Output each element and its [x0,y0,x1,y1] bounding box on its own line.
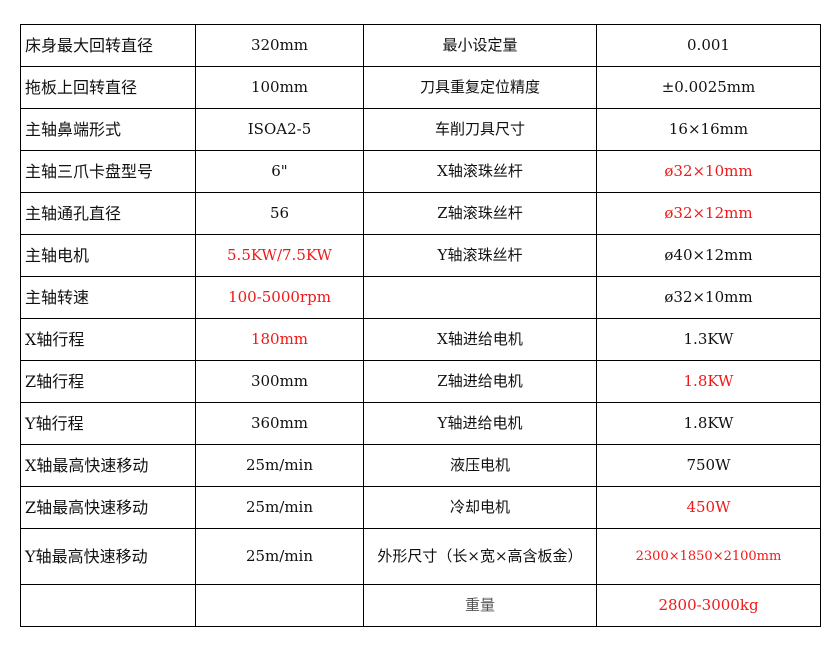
table-row: X轴行程 180mm X轴进给电机 1.3KW [20,318,821,361]
spec-value-cell: 100mm [195,66,364,109]
spec-value-cell: 25m/min [195,444,364,487]
spec-table: 床身最大回转直径 320mm 最小设定量 0.001 拖板上回转直径 100mm 刀具重复定… [20,24,821,627]
spec-label-cell: X轴进给电机 [363,318,597,361]
spec-label-cell: 液压电机 [363,444,597,487]
table-row: X轴最高快速移动 25m/min 液压电机 750W [20,444,821,487]
spec-label-cell: Y轴进给电机 [363,402,597,445]
spec-value-cell: 5.5KW/7.5KW [195,234,364,277]
spec-label-cell [363,276,597,319]
table-row: Z轴最高快速移动 25m/min 冷却电机 450W [20,486,821,529]
spec-label-cell: X轴最高快速移动 [20,444,196,487]
spec-value-cell: 360mm [195,402,364,445]
table-row: 主轴电机 5.5KW/7.5KW Y轴滚珠丝杆 ø40×12mm [20,234,821,277]
spec-value-cell: ø40×12mm [596,234,821,277]
spec-value-cell: ±0.0025mm [596,66,821,109]
spec-value-cell: ISOA2-5 [195,108,364,151]
spec-label-cell: 刀具重复定位精度 [363,66,597,109]
spec-value-cell: 450W [596,486,821,529]
spec-value-cell: ø32×10mm [596,276,821,319]
spec-value-cell: 100-5000rpm [195,276,364,319]
table-row: 主轴三爪卡盘型号 6" X轴滚珠丝杆 ø32×10mm [20,150,821,193]
table-row: 主轴通孔直径 56 Z轴滚珠丝杆 ø32×12mm [20,192,821,235]
spec-label-cell: Z轴滚珠丝杆 [363,192,597,235]
spec-value-cell: 2800-3000kg [596,584,821,627]
table-row: 床身最大回转直径 320mm 最小设定量 0.001 [20,24,821,67]
spec-label-cell: Z轴行程 [20,360,196,403]
spec-value-cell: 1.8KW [596,360,821,403]
table-row: Y轴最高快速移动 25m/min 外形尺寸（长×宽×高含板金） 2300×1850×2… [20,528,821,585]
spec-value-cell: ø32×12mm [596,192,821,235]
spec-label-cell: Z轴最高快速移动 [20,486,196,529]
spec-value-cell: 1.8KW [596,402,821,445]
spec-value-cell: ø32×10mm [596,150,821,193]
spec-value-cell: 2300×1850×2100mm [596,528,821,585]
spec-value-cell [195,584,364,627]
spec-label-cell: 重量 [363,584,597,627]
spec-value-cell: 1.3KW [596,318,821,361]
spec-label-cell: 主轴鼻端形式 [20,108,196,151]
spec-label-cell: X轴行程 [20,318,196,361]
spec-value-cell: 25m/min [195,528,364,585]
spec-label-cell: Y轴滚珠丝杆 [363,234,597,277]
table-row: 主轴鼻端形式 ISOA2-5 车削刀具尺寸 16×16mm [20,108,821,151]
spec-value-cell: 6" [195,150,364,193]
spec-label-cell: 外形尺寸（长×宽×高含板金） [363,528,597,585]
spec-label-cell: Y轴行程 [20,402,196,445]
spec-label-cell: 最小设定量 [363,24,597,67]
table-row: Y轴行程 360mm Y轴进给电机 1.8KW [20,402,821,445]
table-row: 拖板上回转直径 100mm 刀具重复定位精度 ±0.0025mm [20,66,821,109]
spec-value-cell: 25m/min [195,486,364,529]
spec-label-cell: Y轴最高快速移动 [20,528,196,585]
spec-label-cell [20,584,196,627]
spec-value-cell: 750W [596,444,821,487]
spec-label-cell: 车削刀具尺寸 [363,108,597,151]
spec-value-cell: 320mm [195,24,364,67]
spec-value-cell: 56 [195,192,364,235]
table-row: 重量 2800-3000kg [20,584,821,627]
spec-label-cell: 拖板上回转直径 [20,66,196,109]
table-row: Z轴行程 300mm Z轴进给电机 1.8KW [20,360,821,403]
spec-value-cell: 0.001 [596,24,821,67]
table-row: 主轴转速 100-5000rpm ø32×10mm [20,276,821,319]
spec-label-cell: 主轴电机 [20,234,196,277]
spec-label-cell: 主轴转速 [20,276,196,319]
spec-label-cell: 床身最大回转直径 [20,24,196,67]
spec-value-cell: 16×16mm [596,108,821,151]
spec-value-cell: 180mm [195,318,364,361]
spec-label-cell: Z轴进给电机 [363,360,597,403]
spec-label-cell: 主轴通孔直径 [20,192,196,235]
spec-value-cell: 300mm [195,360,364,403]
spec-label-cell: 冷却电机 [363,486,597,529]
spec-label-cell: 主轴三爪卡盘型号 [20,150,196,193]
spec-label-cell: X轴滚珠丝杆 [363,150,597,193]
